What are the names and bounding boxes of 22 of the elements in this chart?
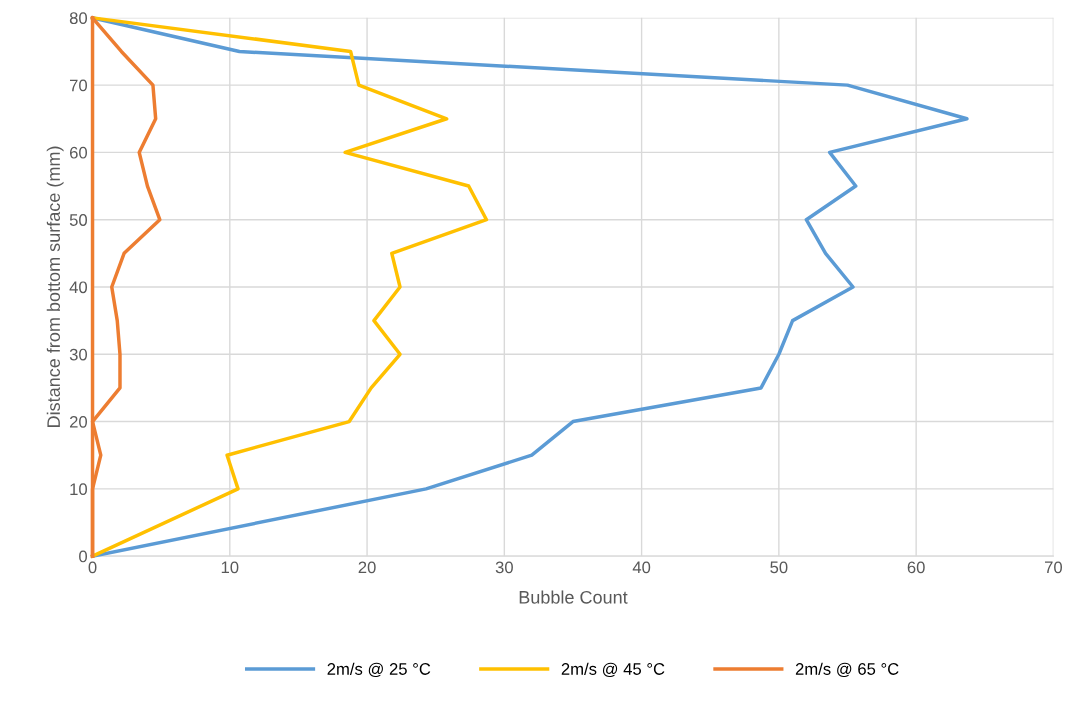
- y-tick-label: 40: [69, 281, 88, 294]
- x-tick-label: 50: [770, 561, 788, 574]
- x-axis-title: Bubble Count: [519, 590, 628, 604]
- x-tick-label: 40: [632, 561, 651, 574]
- y-axis-title: Distance from bottom surface (mm): [46, 146, 64, 427]
- y-tick-label: 80: [69, 12, 88, 25]
- y-tick-label: 20: [69, 415, 88, 428]
- x-tick-label: 60: [907, 561, 925, 574]
- legend-label: 2m/s @ 45 °C: [561, 662, 665, 678]
- y-tick-label: 10: [70, 483, 88, 496]
- x-tick-label: 20: [358, 561, 376, 574]
- legend-label: 2m/s @ 65 °C: [795, 662, 899, 678]
- y-tick-label: 50: [69, 214, 88, 226]
- x-tick-label: 0: [88, 561, 97, 574]
- y-tick-label: 70: [69, 79, 88, 92]
- x-tick-label: 10: [221, 561, 239, 574]
- y-tick-label: 60: [69, 146, 88, 159]
- legend-label: 2m/s @ 25 °C: [327, 662, 431, 678]
- x-tick-label: 30: [495, 561, 513, 574]
- y-tick-label: 30: [69, 348, 88, 361]
- x-tick-label: 70: [1044, 561, 1063, 574]
- y-tick-label: 0: [79, 550, 88, 563]
